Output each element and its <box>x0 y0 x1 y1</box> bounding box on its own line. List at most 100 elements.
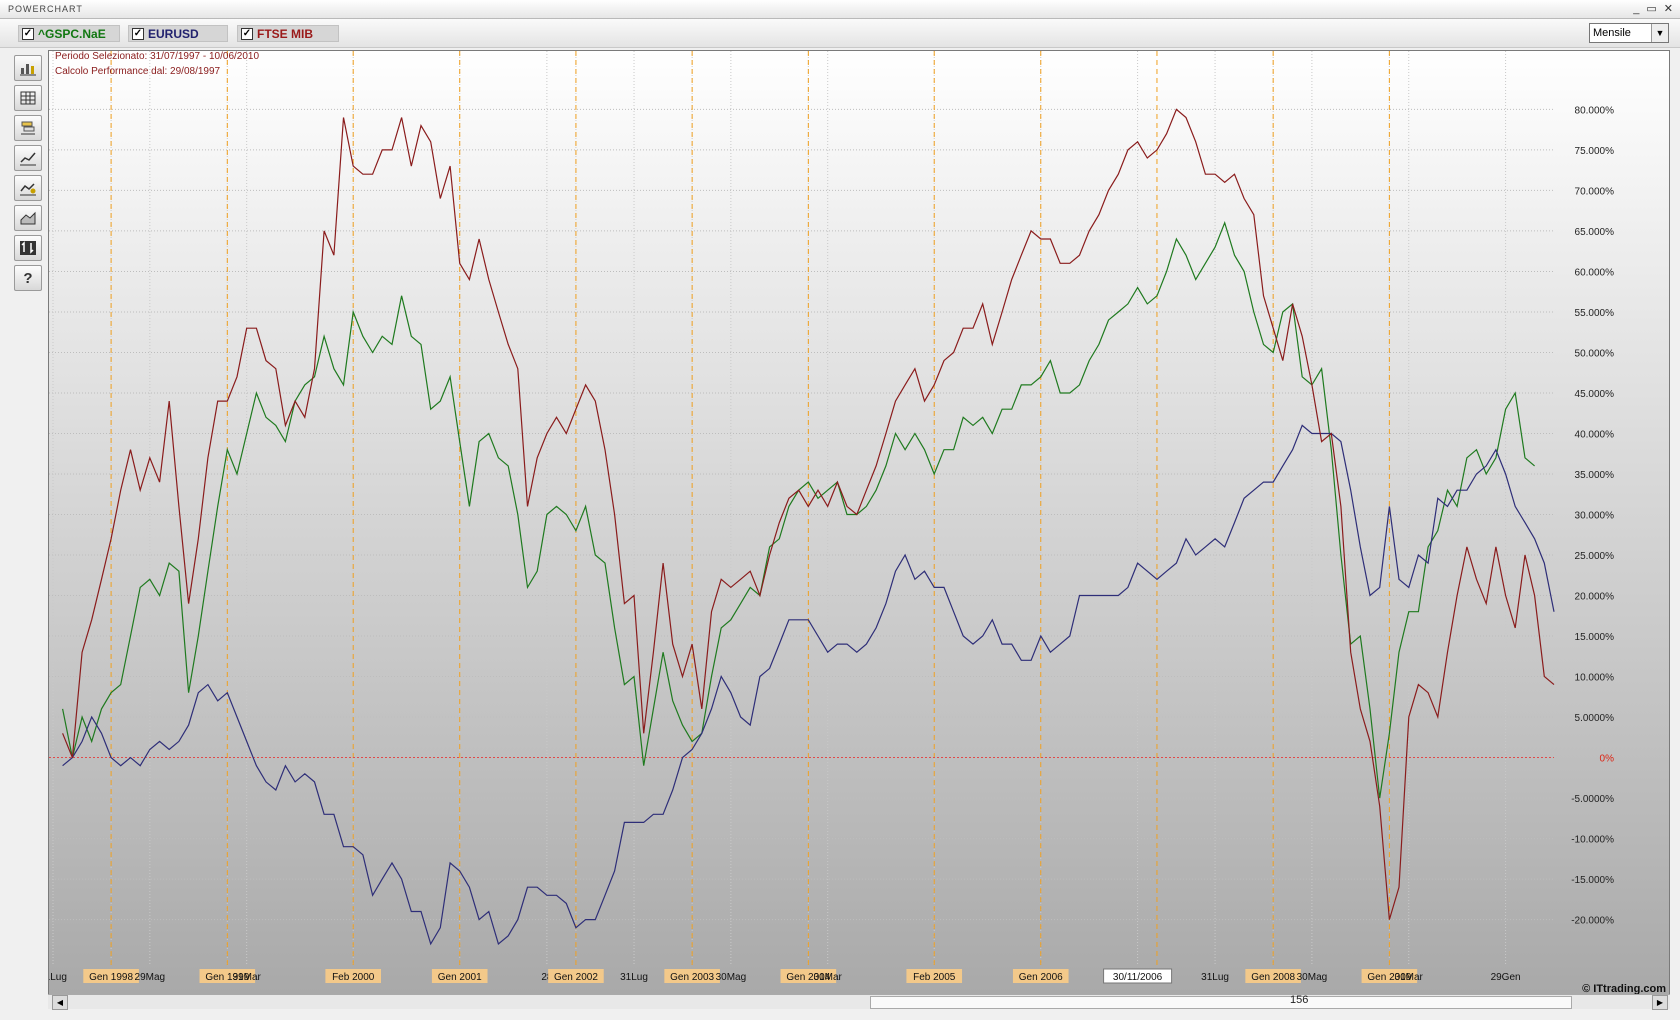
y-tick-label: 75.000% <box>1575 146 1615 157</box>
x-tick-label: Gen 1999 <box>205 972 249 983</box>
chart-area[interactable]: 80.000% 75.000% 70.000% 65.000% 60.000% 55.00… <box>39 50 1670 1002</box>
watermark: © ITtrading.com <box>1582 983 1666 995</box>
series-lines <box>62 108 1555 946</box>
y-axis-labels: 80.000% 75.000% 70.000% 65.000% 60.000% 55.00… <box>1571 105 1614 926</box>
x-tick-label: Gen 2006 <box>1019 972 1063 983</box>
x-tick-label: 30/11/2006 <box>1113 972 1163 983</box>
chart-background <box>49 51 1669 994</box>
x-label-highlight <box>431 969 488 983</box>
checkbox-gspc[interactable]: ✓ <box>22 27 34 40</box>
y-tick-label: 70.000% <box>1575 186 1615 197</box>
x-label-highlight <box>1245 969 1301 983</box>
y-tick-label: 25.000% <box>1575 551 1615 562</box>
area-chart-icon[interactable] <box>14 205 42 231</box>
x-label-highlight <box>199 969 256 983</box>
chevron-down-icon[interactable]: ▼ <box>1651 24 1668 42</box>
x-label-highlight <box>664 969 720 983</box>
calc-annotation: Calcolo Performance dal: 29/08/1997 <box>55 66 221 77</box>
x-tick-label: Gen 2004 <box>786 972 830 983</box>
window-title: POWERCHART <box>8 4 83 14</box>
y-tick-label: 30.000% <box>1575 511 1615 522</box>
x-tick-label: 29Gen <box>1491 972 1521 983</box>
y-tick-label: 15.000% <box>1575 632 1615 643</box>
period-select[interactable]: Mensile ▼ <box>1589 23 1669 43</box>
x-tick-label: 31Mar <box>814 972 843 983</box>
x-label-highlight <box>906 969 963 983</box>
y-tick-label: 40.000% <box>1575 429 1615 440</box>
period-annotation: Periodo Selezionato: 31/07/1997 - 10/06/… <box>55 51 259 62</box>
x-label-highlight <box>1012 969 1069 983</box>
x-tick-label: 28 <box>541 972 553 983</box>
window-titlebar: POWERCHART _ ▭ ✕ <box>0 0 1680 19</box>
x-tick-label: Gen 1998 <box>89 972 133 983</box>
series-label-ftsemib: FTSE MIB <box>257 26 313 41</box>
x-tick-label: 31Mar <box>232 972 261 983</box>
series-label-eurusd: EURUSD <box>148 26 199 41</box>
x-label-highlight <box>1361 969 1418 983</box>
tool-sidebar: ? <box>10 52 44 1002</box>
x-tick-label: 31Lug <box>620 972 648 983</box>
x-tick-label: Feb 2005 <box>913 972 956 983</box>
y-tick-label: 60.000% <box>1575 267 1615 278</box>
x-tick-label: Gen 2008 <box>1251 972 1295 983</box>
series-line-eurusd <box>62 424 1555 946</box>
checkbox-eurusd[interactable]: ✓ <box>132 27 144 40</box>
series-toolbar: ✓ ^GSPC.NaE ✓ EURUSD ✓ FTSE MIB <box>0 19 1680 48</box>
minimize-icon[interactable]: _ <box>1633 3 1641 15</box>
x-tick-label: 29Mag <box>135 972 166 983</box>
performance-line-chart[interactable]: 80.000% 75.000% 70.000% 65.000% 60.000% 55.00… <box>39 51 1669 994</box>
line-chart-icon[interactable] <box>14 145 42 171</box>
help-icon[interactable]: ? <box>14 265 42 291</box>
y-tick-label: -20.000% <box>1571 916 1614 927</box>
grid-icon[interactable] <box>14 85 42 111</box>
x-tick-label: 30Mag <box>1297 972 1328 983</box>
y-tick-label: 0% <box>1600 754 1615 765</box>
x-label-highlight <box>780 969 837 983</box>
x-tick-label: 31Lug <box>49 972 67 983</box>
checkbox-ftsemib[interactable]: ✓ <box>241 27 253 40</box>
x-label-highlight <box>548 969 604 983</box>
series-toggle-ftsemib[interactable]: ✓ FTSE MIB <box>237 25 339 42</box>
period-select-value: Mensile <box>1593 27 1631 39</box>
series-toggle-eurusd[interactable]: ✓ EURUSD <box>128 25 228 42</box>
bottom-scrollbar[interactable]: ◀ 156 ▶ <box>48 994 1670 1010</box>
indicator-icon[interactable] <box>14 175 42 201</box>
y-tick-label: 55.000% <box>1575 308 1615 319</box>
x-tick-label: 31Mar <box>1395 972 1424 983</box>
y-tick-label: 20.000% <box>1575 592 1615 603</box>
x-label-highlight <box>1103 968 1173 984</box>
y-tick-label: 35.000% <box>1575 470 1615 481</box>
x-tick-label: Gen 2009 <box>1367 972 1411 983</box>
bar-chart-icon[interactable] <box>14 55 42 81</box>
x-tick-label: Gen 2001 <box>438 972 482 983</box>
data-count: 156 <box>1290 994 1309 1006</box>
y-tick-label: -10.000% <box>1571 835 1614 846</box>
x-tick-label: Gen 2003 <box>670 972 714 983</box>
y-tick-label: 45.000% <box>1575 389 1615 400</box>
sort-icon[interactable] <box>14 235 42 261</box>
y-tick-label: 50.000% <box>1575 348 1615 359</box>
y-tick-label: 80.000% <box>1575 105 1615 116</box>
x-tick-label: 31Lug <box>1201 972 1229 983</box>
y-tick-label: 5.0000% <box>1575 713 1615 724</box>
x-tick-label: 30Mag <box>716 972 747 983</box>
x-tick-label: Feb 2000 <box>332 972 375 983</box>
close-icon[interactable]: ✕ <box>1663 3 1674 15</box>
layers-icon[interactable] <box>14 115 42 141</box>
y-tick-label: -15.000% <box>1571 875 1614 886</box>
series-label-gspc: ^GSPC.NaE <box>38 26 106 41</box>
x-label-highlight <box>325 969 381 983</box>
y-tick-label: -5.0000% <box>1571 794 1614 805</box>
series-line-ftse-mib <box>62 108 1555 920</box>
scroll-left-icon[interactable]: ◀ <box>52 995 68 1010</box>
grid-lines <box>49 51 1554 966</box>
scroll-thumb[interactable] <box>870 996 1572 1009</box>
y-tick-label: 10.000% <box>1575 673 1615 684</box>
scroll-right-icon[interactable]: ▶ <box>1652 995 1668 1010</box>
y-tick-label: 65.000% <box>1575 227 1615 238</box>
restore-icon[interactable]: ▭ <box>1646 3 1658 15</box>
x-tick-label: Gen 2002 <box>554 972 598 983</box>
series-toggle-gspc[interactable]: ✓ ^GSPC.NaE <box>18 25 120 42</box>
x-label-highlight <box>83 969 139 983</box>
